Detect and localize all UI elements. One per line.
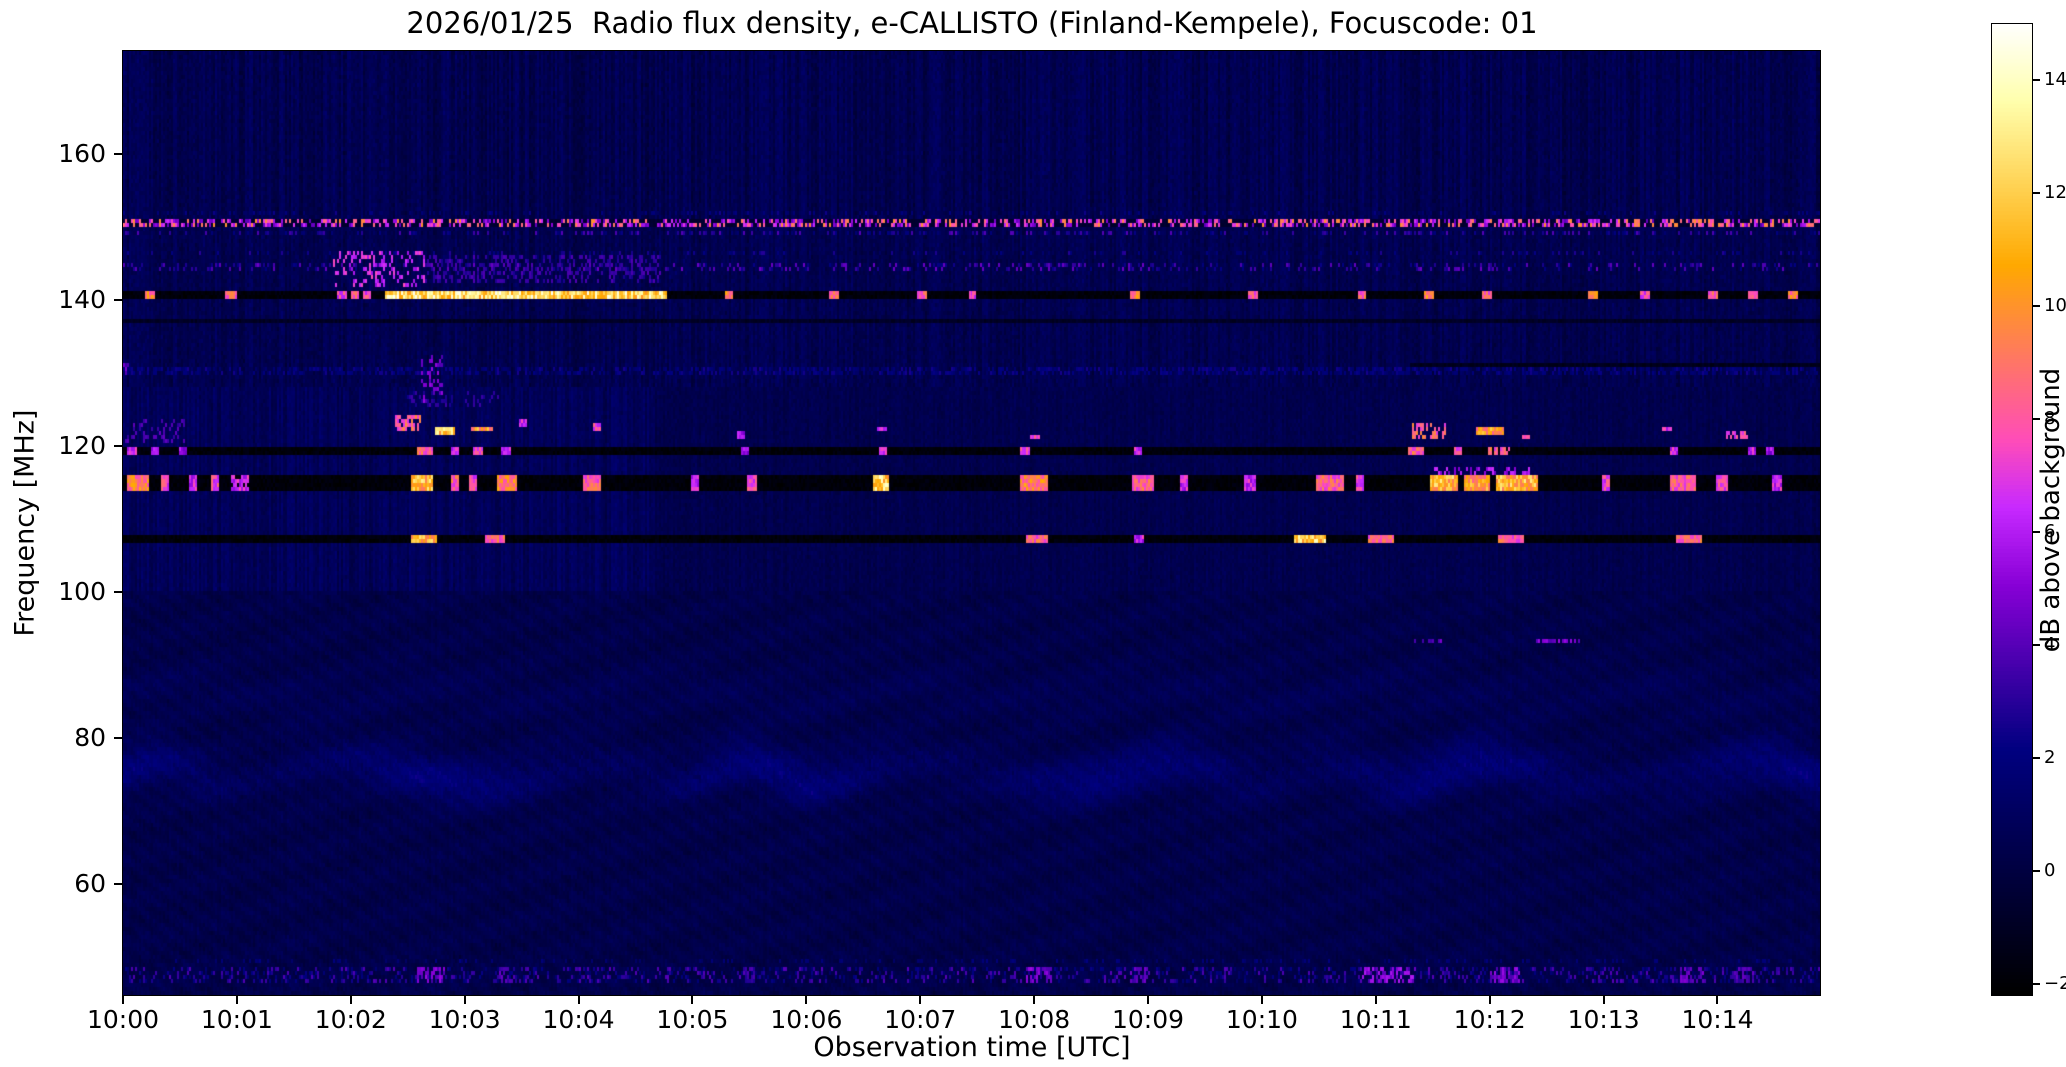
colorbar-tick-mark [2032,79,2040,82]
colorbar-tick-label: 4 [2044,633,2056,655]
x-tick-mark [577,995,580,1004]
x-tick-label: 10:10 [1225,1005,1298,1034]
colorbar-tick-label: 10 [2044,295,2066,317]
x-tick-label: 10:11 [1339,1005,1412,1034]
x-tick-mark [349,995,352,1004]
colorbar-tick-mark [2032,192,2040,195]
x-tick-label: 10:09 [1112,1005,1185,1034]
x-tick-label: 10:01 [200,1005,273,1034]
colorbar-tick-mark [2032,756,2040,759]
x-tick-mark [463,995,466,1004]
x-tick-mark [1602,995,1605,1004]
x-tick-mark [1488,995,1491,1004]
x-tick-mark [919,995,922,1004]
x-tick-mark [122,995,124,1004]
x-tick-mark [1260,995,1263,1004]
x-tick-mark [1374,995,1377,1004]
x-tick-label: 10:08 [998,1005,1071,1034]
x-tick-label: 10:00 [86,1005,160,1034]
y-tick-mark [114,298,123,301]
x-tick-label: 10:14 [1681,1005,1754,1034]
x-tick-mark [1716,995,1719,1004]
spectrogram-canvas [122,50,1821,996]
colorbar-tick-mark [2032,869,2040,872]
colorbar-tick-mark [2032,418,2040,421]
colorbar-tick-mark [2032,982,2040,985]
y-tick-mark [114,883,123,886]
x-tick-mark [235,995,238,1004]
y-tick-label: 120 [58,430,106,460]
y-tick-mark [114,152,123,155]
x-tick-label: 10:05 [656,1005,729,1034]
y-tick-mark [114,737,123,739]
x-tick-label: 10:04 [542,1005,615,1034]
colorbar-tick-mark [2032,643,2040,646]
colorbar-tick-mark [2032,531,2040,534]
x-tick-mark [1033,995,1036,1004]
x-tick-label: 10:07 [884,1005,957,1034]
x-tick-label: 10:02 [314,1005,387,1034]
x-axis-label: Observation time [UTC] [813,1032,1131,1063]
colorbar-tick-label: −2 [2044,972,2066,994]
x-tick-mark [1147,995,1150,1004]
x-tick-mark [805,995,808,1004]
y-tick-mark [114,590,123,593]
y-tick-label: 80 [74,723,106,752]
y-tick-mark [114,444,123,447]
x-tick-mark [691,995,694,1004]
colorbar-tick-label: 0 [2044,859,2056,881]
colorbar-tick-label: 12 [2044,182,2066,204]
colorbar-tick-label: 14 [2044,69,2066,91]
colorbar-canvas [1991,23,2033,996]
chart-title: 2026/01/25 Radio flux density, e-CALLIST… [406,6,1538,40]
y-tick-label: 100 [58,576,106,606]
x-tick-label: 10:03 [428,1005,501,1034]
y-tick-label: 160 [58,138,106,168]
colorbar-tick-mark [2032,305,2040,308]
x-tick-label: 10:06 [770,1005,843,1034]
colorbar-tick-label: 8 [2044,408,2056,430]
y-tick-label: 140 [58,284,106,314]
y-tick-label: 60 [74,869,106,899]
colorbar-tick-label: 6 [2044,521,2056,543]
x-tick-label: 10:12 [1453,1005,1526,1034]
x-tick-label: 10:13 [1567,1005,1640,1034]
colorbar-tick-label: 2 [2044,746,2056,768]
